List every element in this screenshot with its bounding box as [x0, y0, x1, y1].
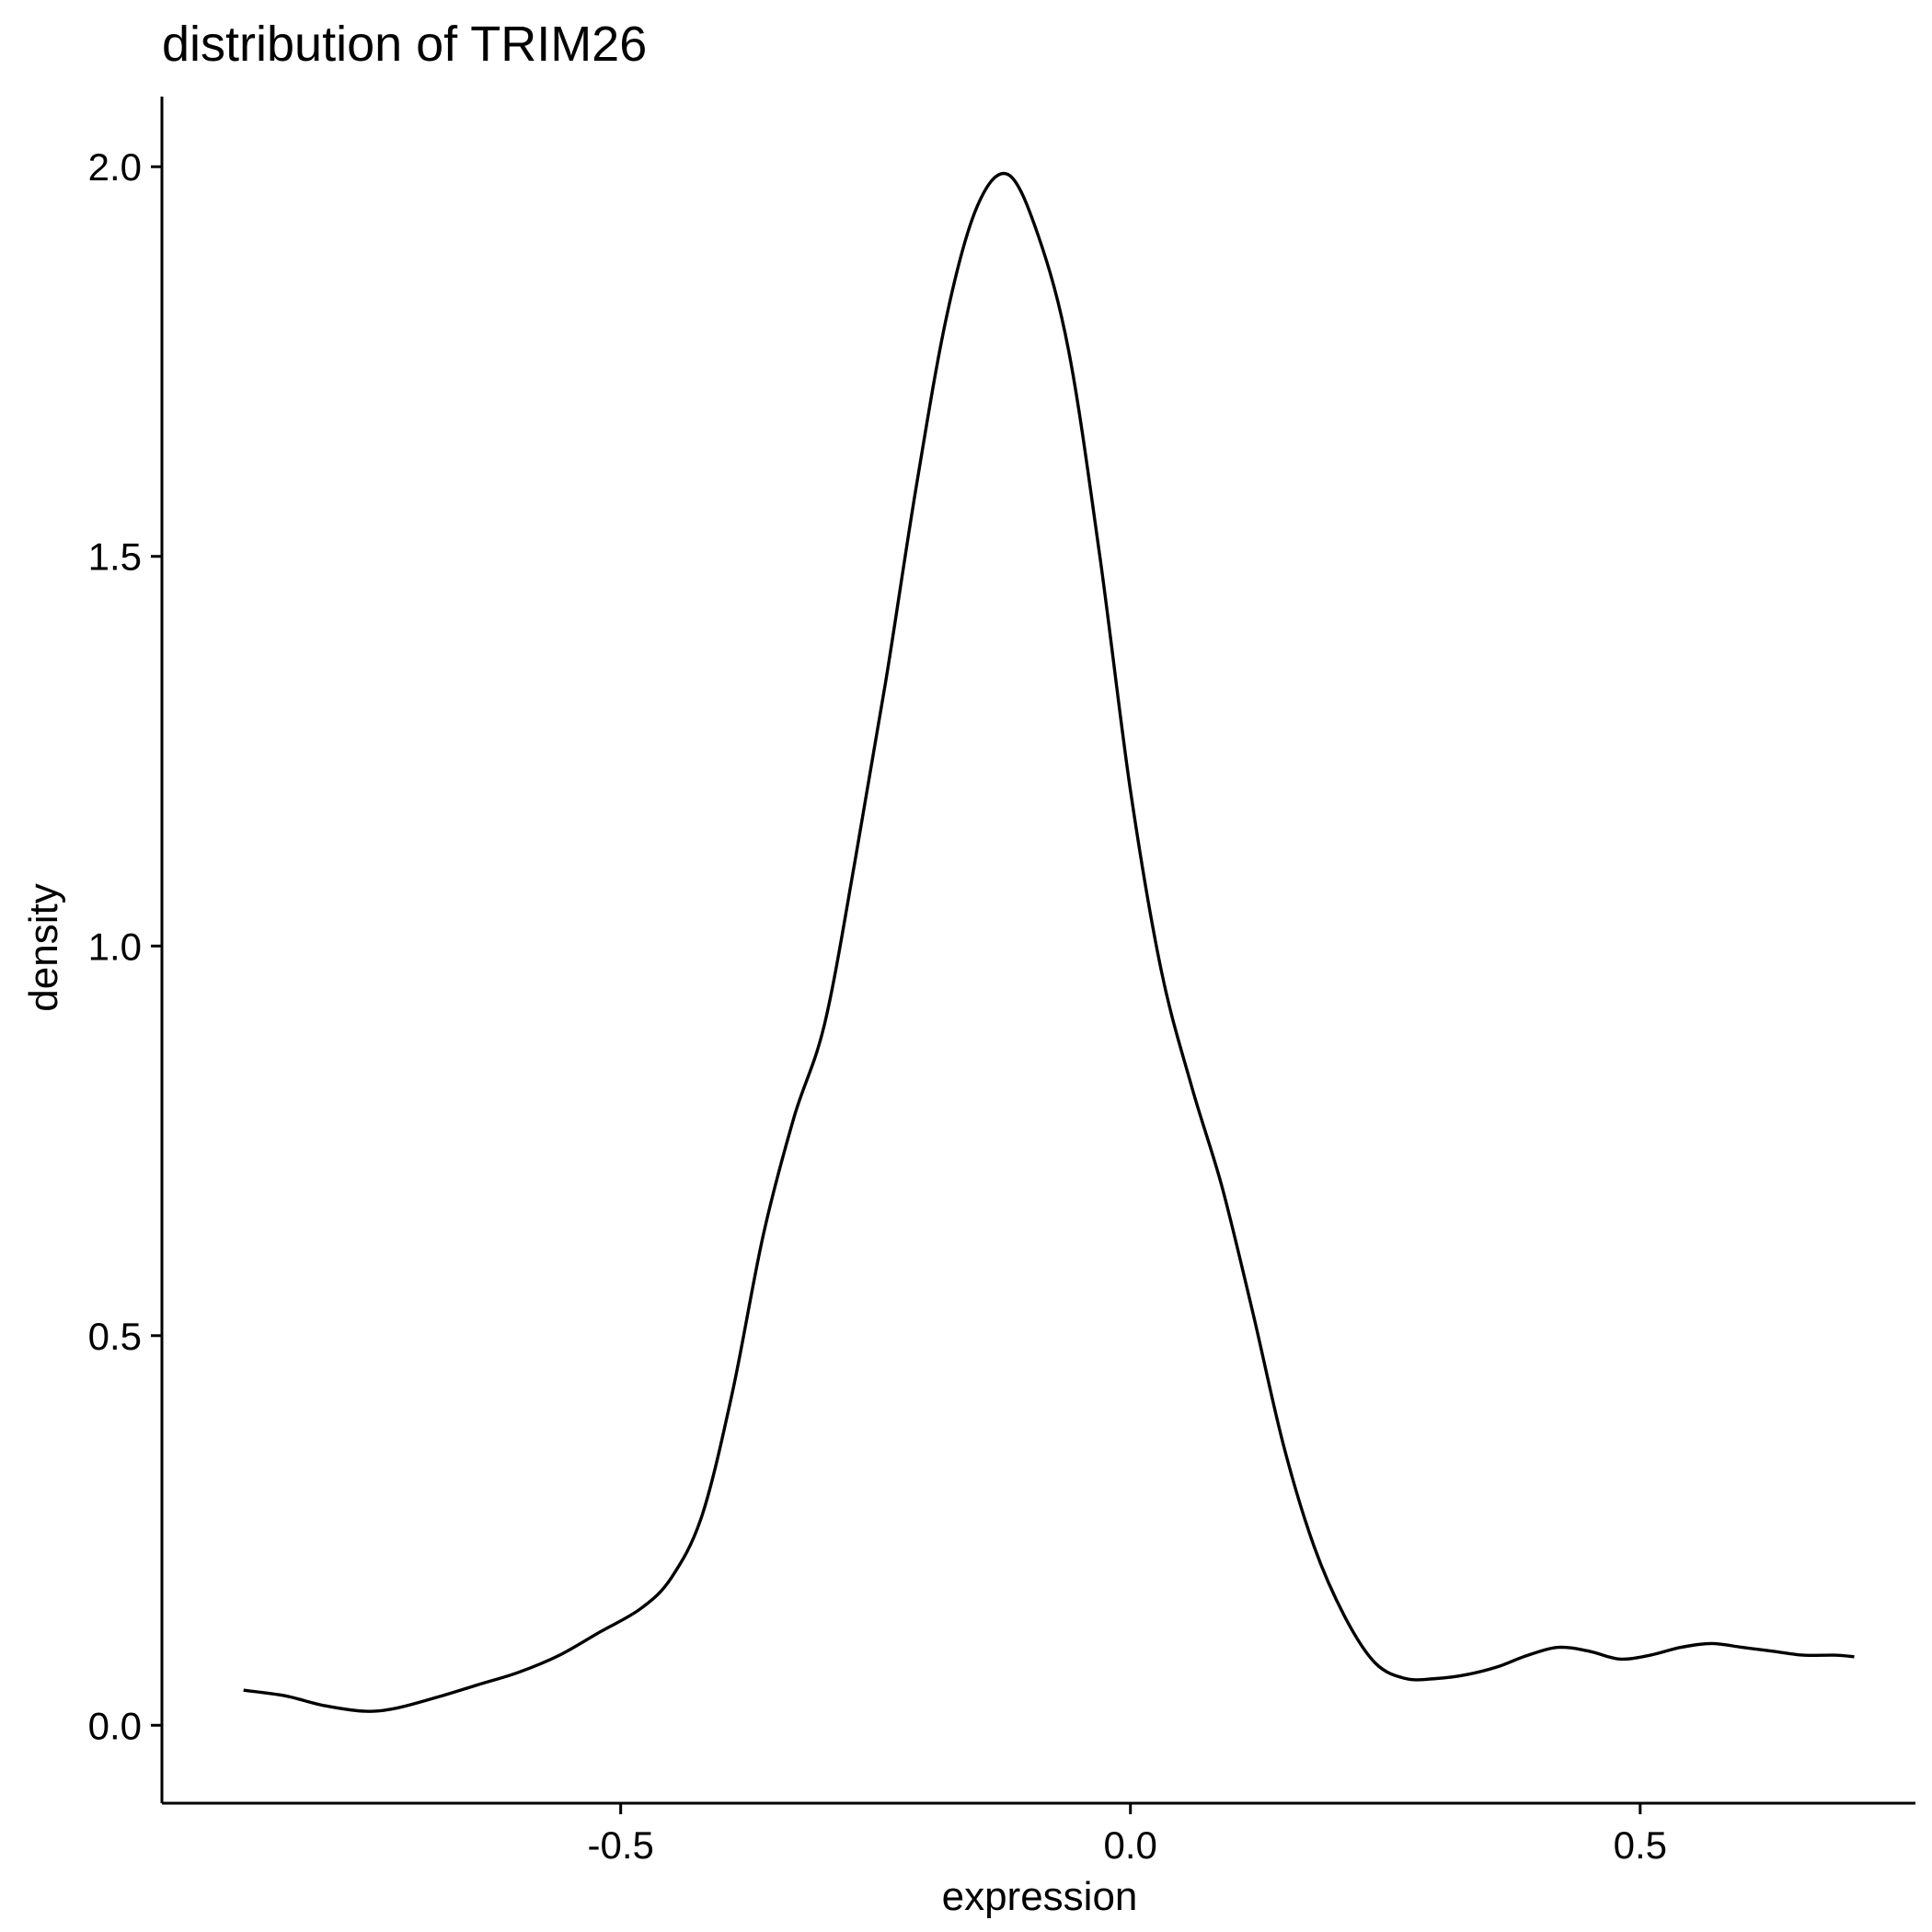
- y-axis-title: density: [21, 883, 66, 1011]
- y-tick-label: 0.0: [88, 1704, 142, 1747]
- y-tick-label: 2.0: [88, 145, 142, 189]
- y-tick-label: 0.5: [88, 1315, 142, 1358]
- y-tick-label: 1.0: [88, 925, 142, 968]
- x-axis: -0.5 0.0 0.5: [162, 1801, 1915, 1867]
- x-tick-label: -0.5: [587, 1823, 653, 1867]
- y-tick-label: 1.5: [88, 535, 142, 579]
- series-layer: [243, 171, 1855, 1713]
- density-line: [243, 171, 1855, 1713]
- x-tick-label: 0.0: [1104, 1823, 1157, 1867]
- chart-title: distribution of TRIM26: [162, 17, 647, 72]
- x-axis-title: expression: [942, 1874, 1138, 1919]
- x-tick-label: 0.5: [1614, 1823, 1667, 1867]
- y-axis: 0.0 0.5 1.0 1.5 2.0: [88, 97, 164, 1803]
